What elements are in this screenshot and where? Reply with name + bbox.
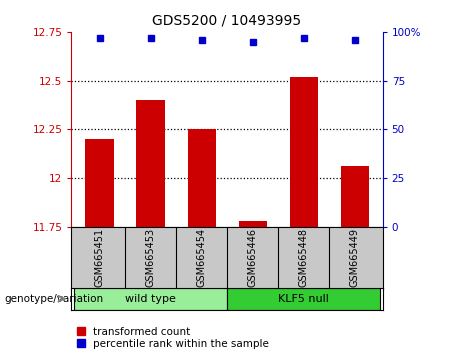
Text: GSM665449: GSM665449: [349, 228, 360, 287]
Title: GDS5200 / 10493995: GDS5200 / 10493995: [153, 14, 301, 28]
Text: KLF5 null: KLF5 null: [278, 294, 329, 304]
Bar: [85, 139, 113, 227]
Text: GSM665453: GSM665453: [146, 228, 155, 287]
Text: genotype/variation: genotype/variation: [5, 294, 104, 304]
Legend: transformed count, percentile rank within the sample: transformed count, percentile rank withi…: [77, 327, 269, 349]
Bar: [74, 288, 227, 310]
Text: GSM665451: GSM665451: [95, 228, 105, 287]
Bar: [290, 77, 318, 227]
Bar: [238, 221, 266, 227]
Bar: [341, 166, 369, 227]
Bar: [136, 100, 165, 227]
Text: GSM665448: GSM665448: [299, 228, 308, 287]
Bar: [227, 288, 380, 310]
Bar: [188, 129, 216, 227]
Text: GSM665454: GSM665454: [196, 228, 207, 287]
Text: GSM665446: GSM665446: [248, 228, 258, 287]
Text: wild type: wild type: [125, 294, 176, 304]
